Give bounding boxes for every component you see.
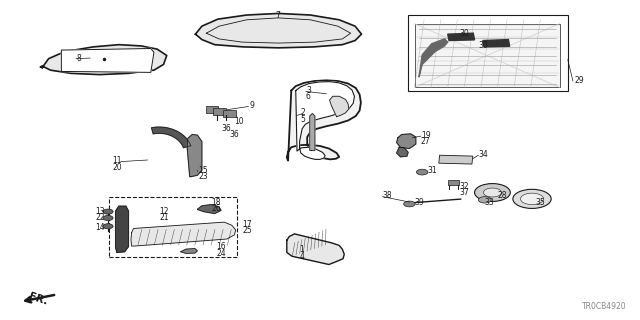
Polygon shape <box>131 222 236 246</box>
Circle shape <box>520 193 543 204</box>
Text: 27: 27 <box>421 137 431 146</box>
Text: 22: 22 <box>95 213 105 222</box>
Text: 37: 37 <box>460 188 469 197</box>
Text: 34: 34 <box>478 150 488 159</box>
Text: 33: 33 <box>484 197 495 206</box>
Text: 21: 21 <box>159 213 168 222</box>
Polygon shape <box>419 39 448 77</box>
Text: 8: 8 <box>76 53 81 62</box>
Bar <box>213 108 226 116</box>
Text: 25: 25 <box>242 226 252 235</box>
Text: 20: 20 <box>113 163 122 172</box>
Text: 18: 18 <box>211 197 221 206</box>
Text: 16: 16 <box>216 242 226 251</box>
Circle shape <box>103 209 113 214</box>
Text: 36: 36 <box>221 124 231 132</box>
Polygon shape <box>195 13 362 48</box>
Circle shape <box>417 169 428 175</box>
Text: 10: 10 <box>234 117 243 126</box>
Text: 38: 38 <box>383 191 392 200</box>
Text: 35: 35 <box>536 197 546 206</box>
Circle shape <box>103 215 113 220</box>
Polygon shape <box>397 147 408 157</box>
Bar <box>448 180 460 186</box>
Bar <box>223 110 236 117</box>
Text: 17: 17 <box>242 220 252 229</box>
Text: 4: 4 <box>300 252 305 261</box>
Text: 5: 5 <box>301 115 306 124</box>
Text: FR.: FR. <box>27 292 49 307</box>
Circle shape <box>483 188 501 197</box>
Text: 14: 14 <box>95 223 105 232</box>
Text: 29: 29 <box>574 76 584 85</box>
Text: 7: 7 <box>275 11 280 20</box>
Polygon shape <box>330 96 349 117</box>
Text: 9: 9 <box>250 101 255 110</box>
Polygon shape <box>483 40 509 47</box>
Text: 31: 31 <box>428 166 437 175</box>
Circle shape <box>103 224 113 229</box>
Polygon shape <box>197 204 221 213</box>
Text: 39: 39 <box>415 197 424 206</box>
Bar <box>408 15 568 91</box>
Text: TR0CB4920: TR0CB4920 <box>582 302 627 311</box>
Polygon shape <box>397 134 416 148</box>
Bar <box>109 197 237 257</box>
Polygon shape <box>180 249 197 253</box>
Text: 28: 28 <box>497 191 507 200</box>
Polygon shape <box>61 49 154 72</box>
Text: 32: 32 <box>460 182 469 191</box>
Bar <box>205 106 218 113</box>
Text: 24: 24 <box>216 249 226 258</box>
Text: 30: 30 <box>478 41 488 51</box>
Text: 12: 12 <box>159 207 168 216</box>
Polygon shape <box>448 33 474 41</box>
Text: 1: 1 <box>300 245 304 254</box>
Polygon shape <box>116 206 129 252</box>
Polygon shape <box>187 134 202 177</box>
Circle shape <box>478 197 491 203</box>
Polygon shape <box>296 82 355 159</box>
Bar <box>439 155 473 164</box>
Polygon shape <box>287 80 361 161</box>
Circle shape <box>513 189 551 208</box>
Text: 30: 30 <box>460 29 469 38</box>
Text: 19: 19 <box>421 131 431 140</box>
Text: 26: 26 <box>211 204 221 213</box>
Text: 3: 3 <box>306 86 311 95</box>
Text: 2: 2 <box>301 108 305 117</box>
Text: 15: 15 <box>198 166 208 175</box>
Text: 13: 13 <box>95 207 105 216</box>
Circle shape <box>474 184 510 201</box>
Text: 11: 11 <box>113 156 122 165</box>
Text: 6: 6 <box>306 92 311 101</box>
Text: 23: 23 <box>198 172 208 181</box>
Polygon shape <box>152 127 191 148</box>
Polygon shape <box>287 234 344 265</box>
Text: 36: 36 <box>229 130 239 139</box>
Polygon shape <box>40 45 167 75</box>
Bar <box>415 24 560 87</box>
Circle shape <box>404 201 415 207</box>
Polygon shape <box>310 114 315 150</box>
